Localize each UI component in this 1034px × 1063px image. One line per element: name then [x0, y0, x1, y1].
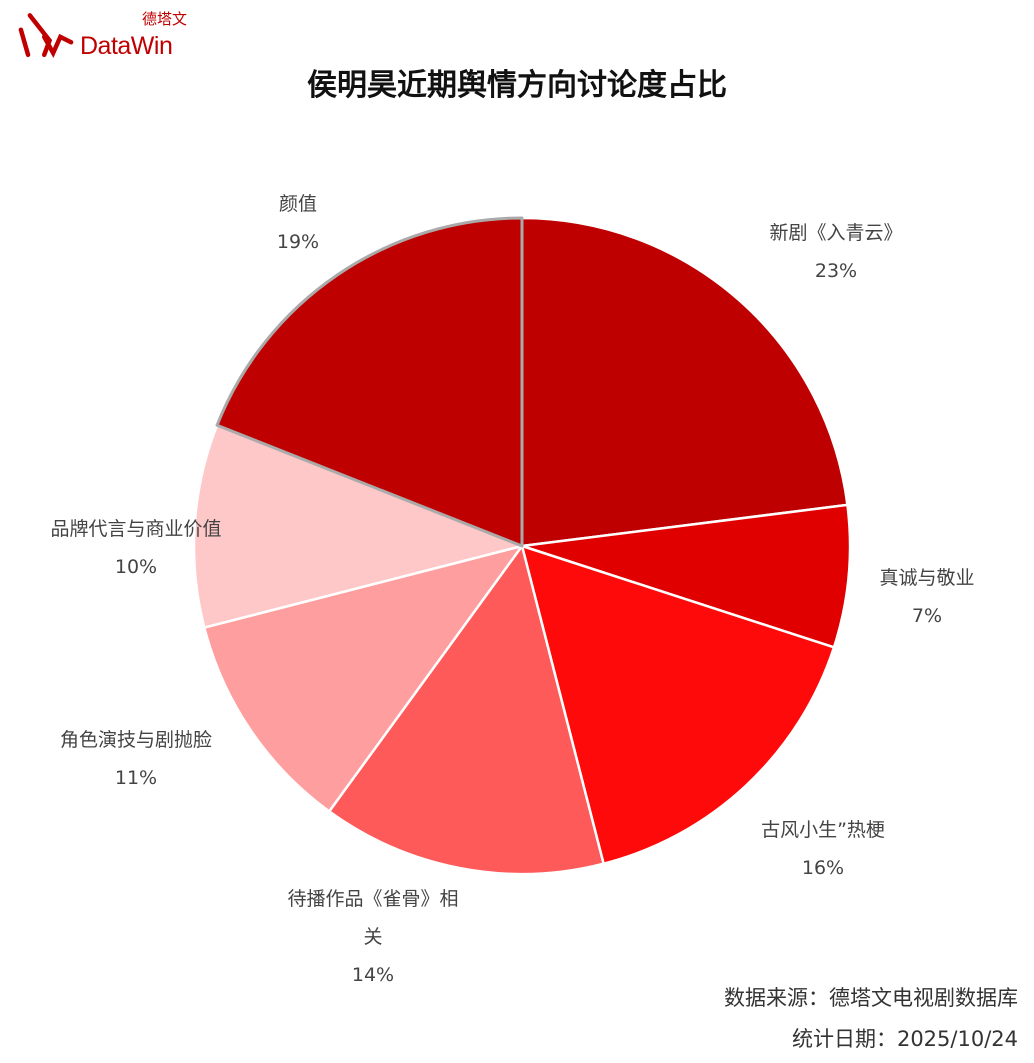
slice-label-0: 新剧《入青云》 23%	[769, 222, 903, 282]
slice-label-5: 品牌代言与商业价值 10%	[50, 518, 222, 578]
chart-title: 侯明昊近期舆情方向讨论度占比	[307, 68, 727, 103]
date-note: 统计日期：2025/10/24	[791, 1027, 1018, 1051]
source-note: 数据来源：德塔文电视剧数据库	[724, 986, 1018, 1010]
slice-label-4: 角色演技与剧抛脸 11%	[59, 729, 212, 789]
slice-label-2: 古风小生”热梗 16%	[761, 819, 885, 879]
slice-label-3: 待播作品《雀骨》相关 14%	[287, 888, 459, 986]
logo-en-text: DataWin	[80, 32, 173, 60]
pie-slice-2	[520, 544, 836, 865]
datawin-logo: 德塔文 DataWin	[14, 10, 189, 62]
pie-slice-4	[203, 544, 524, 813]
slice-label-6: 颜值 19%	[276, 193, 320, 253]
pie-slice-0	[520, 216, 849, 548]
slice-label-1: 真诚与敬业 7%	[879, 567, 975, 627]
pie-slice-5	[192, 424, 524, 629]
logo-mark-icon	[18, 13, 74, 59]
pie-slice-6	[215, 216, 524, 548]
pie-slice-1	[520, 503, 852, 649]
logo-cn-text: 德塔文	[142, 10, 188, 28]
pie-slice-3	[327, 544, 605, 876]
